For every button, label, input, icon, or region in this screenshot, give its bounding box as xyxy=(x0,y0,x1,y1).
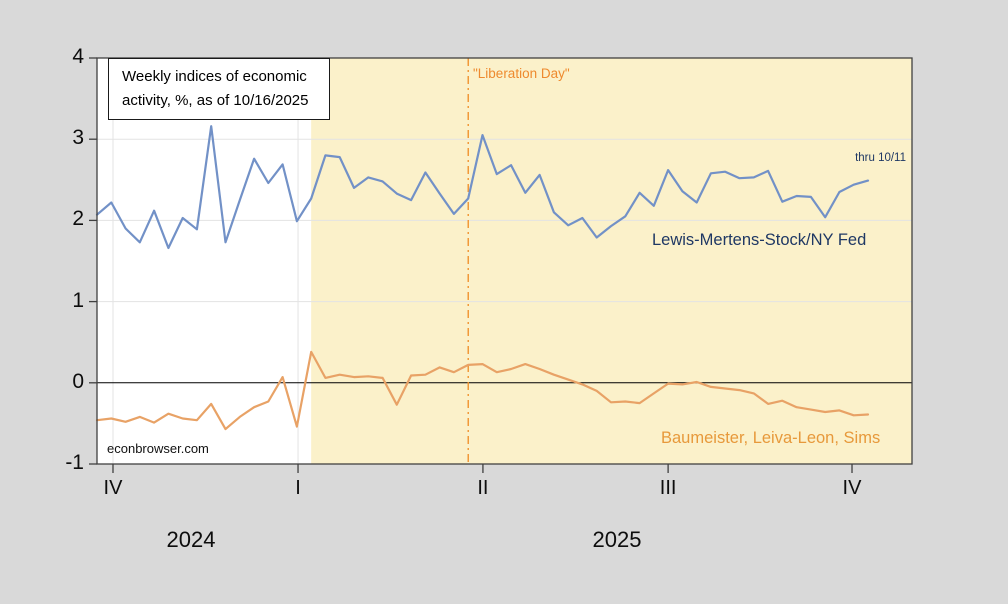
thru-date-label: thru 10/11 xyxy=(855,152,906,164)
x-tick-label: I xyxy=(295,477,301,499)
series1-label: Lewis-Mertens-Stock/NY Fed xyxy=(652,231,867,249)
y-tick-label: 2 xyxy=(72,207,84,231)
x-tick-label: IV xyxy=(103,477,123,499)
y-tick-label: -1 xyxy=(65,451,84,474)
x-tick-label: II xyxy=(477,477,489,499)
plot-frame xyxy=(96,57,913,465)
year-label-2025: 2025 xyxy=(592,527,642,552)
highlight-band-2025 xyxy=(311,58,913,464)
wei-nyfed-line xyxy=(95,125,870,250)
year-label-2024: 2024 xyxy=(166,527,216,552)
title-line-1: Weekly indices of economic xyxy=(122,68,307,85)
x-tick-label: III xyxy=(659,477,677,499)
title-box: Weekly indices of economic activity, %, … xyxy=(108,58,330,120)
series2-label: Baumeister, Leiva-Leon, Sims xyxy=(661,429,881,447)
liberation-day-label: "Liberation Day" xyxy=(473,66,570,81)
bls-line xyxy=(95,350,870,431)
y-tick-label: 0 xyxy=(72,369,84,393)
x-tick-label: IV xyxy=(842,477,862,499)
y-tick-label: 4 xyxy=(72,45,84,68)
watermark: econbrowser.com xyxy=(107,441,209,456)
y-tick-label: 3 xyxy=(72,126,84,150)
y-tick-label: 1 xyxy=(72,288,84,312)
title-line-2: activity, %, as of 10/16/2025 xyxy=(122,92,309,109)
